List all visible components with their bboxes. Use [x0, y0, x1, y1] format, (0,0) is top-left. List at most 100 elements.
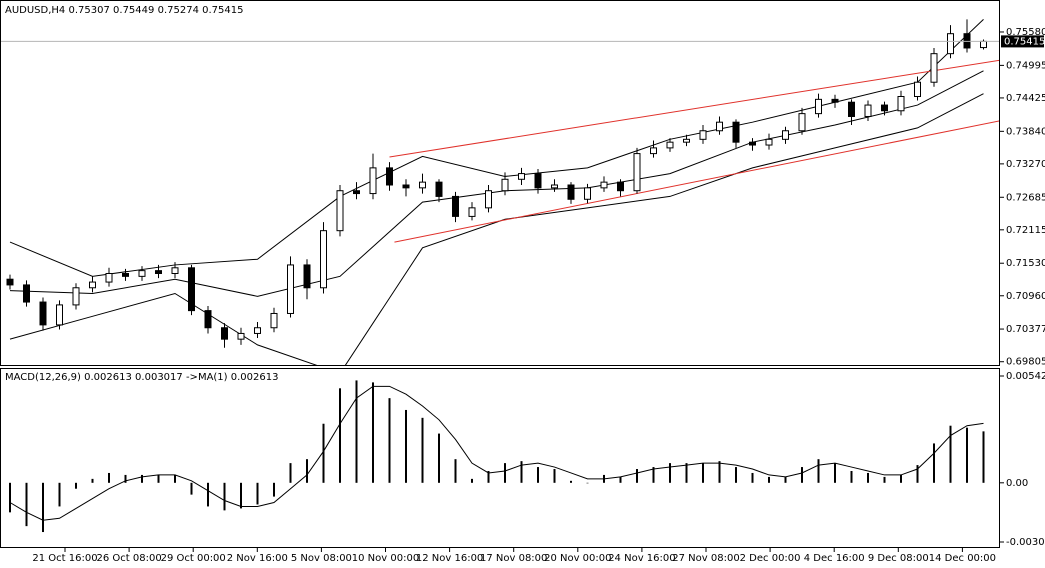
- macd-bar: [504, 463, 506, 483]
- candle-body: [617, 181, 624, 192]
- macd-bar: [537, 467, 539, 483]
- x-tick-label: 2 Dec 00:00: [740, 553, 801, 564]
- candle-body: [980, 40, 987, 49]
- macd-bar: [801, 467, 803, 483]
- y-tick-label: 0.74425: [1006, 93, 1045, 104]
- x-tick-label: 29 Oct 00:00: [161, 553, 226, 564]
- macd-bar: [91, 478, 94, 483]
- macd-bar: [883, 476, 886, 483]
- candle-body: [336, 190, 344, 232]
- candle-body: [353, 190, 360, 195]
- candle-body: [468, 207, 476, 217]
- macd-bar: [652, 467, 655, 483]
- candle-body: [798, 113, 806, 132]
- candle-body: [650, 147, 657, 155]
- macd-bar: [124, 474, 127, 483]
- candle-body: [897, 95, 905, 112]
- macd-bar: [636, 469, 638, 483]
- y-tick-label: 0.005425: [1006, 371, 1045, 382]
- macd-bar: [850, 470, 853, 483]
- macd-bar: [190, 482, 193, 495]
- close: 0.75415: [202, 5, 243, 16]
- y-tick-label: 0.73270: [1006, 159, 1045, 170]
- price-label-box: [1001, 35, 1044, 48]
- price-header: AUDUSD,H4 0.75307 0.75449 0.75274 0.7541…: [5, 5, 243, 16]
- y-tick-label: 0.72115: [1006, 225, 1045, 236]
- macd-bar: [58, 482, 61, 507]
- x-tick-label: 26 Oct 08:00: [96, 553, 161, 564]
- candle-body: [848, 101, 855, 117]
- candle-body: [699, 130, 707, 140]
- x-tick-label: 10 Nov 00:00: [352, 553, 419, 564]
- macd-bar: [702, 463, 704, 483]
- macd-bar: [916, 465, 919, 483]
- candle-body: [39, 301, 47, 326]
- candle-body: [831, 98, 839, 103]
- macd-bar: [438, 433, 440, 483]
- y-tick-label: 0.74995: [1006, 60, 1045, 71]
- candle-body: [237, 332, 245, 340]
- macd-bar: [256, 482, 259, 505]
- x-tick-label: 12 Nov 16:00: [416, 553, 483, 564]
- candle-body: [72, 287, 80, 306]
- high: 0.75449: [113, 5, 154, 16]
- macd-bar: [240, 482, 242, 509]
- candle-body: [155, 270, 162, 275]
- candle-body: [716, 121, 723, 132]
- candle-body: [815, 98, 822, 115]
- signal-line: [9, 385, 984, 521]
- candle-body: [518, 173, 525, 180]
- axes: 0.75580 0.74995 0.74425 0.73840 0.73270 0.726…: [32, 27, 1045, 564]
- candle-body: [584, 187, 591, 200]
- macd-bar: [174, 474, 176, 483]
- candle-body: [6, 278, 14, 286]
- macd-bar: [949, 425, 952, 483]
- macd-bar: [619, 476, 622, 483]
- macd-bar: [867, 472, 869, 483]
- candle-body: [23, 284, 30, 303]
- macd-bar: [718, 461, 721, 483]
- candle-body: [221, 327, 228, 340]
- macd-bar: [834, 463, 836, 483]
- candle-body: [947, 33, 954, 55]
- x-tick-label: 21 Oct 16:00: [32, 553, 97, 564]
- macd-bar: [751, 472, 754, 483]
- y-tick-label: 0.73840: [1006, 126, 1045, 137]
- macd-bar: [223, 482, 226, 511]
- macd-bar: [553, 469, 556, 483]
- candle-body: [666, 141, 674, 149]
- x-tick-label: 14 Dec 00:00: [929, 553, 996, 564]
- macd-bar: [471, 478, 473, 483]
- macd-bar: [933, 443, 935, 483]
- macd-bar: [9, 482, 11, 513]
- macd-bar: [520, 461, 523, 483]
- candle-body: [402, 184, 410, 189]
- macd-bar: [570, 480, 572, 483]
- macd-bar: [207, 482, 209, 507]
- x-tick-label: 5 Nov 08:00: [291, 553, 352, 564]
- bollinger-upper: [9, 19, 984, 277]
- candle-body: [864, 104, 872, 117]
- macd-bar: [339, 388, 341, 483]
- candle-body: [419, 181, 426, 189]
- macd-bar: [669, 463, 671, 483]
- candle-body: [600, 181, 608, 189]
- macd-bar: [289, 463, 292, 483]
- macd-bar: [487, 470, 490, 483]
- macd-bar: [388, 398, 391, 483]
- ma-value: 0.002613: [231, 372, 279, 383]
- candle-body: [188, 267, 195, 312]
- x-tick-label: 17 Nov 08:00: [480, 553, 547, 564]
- macd-bar: [586, 482, 589, 484]
- symbol: AUDUSD,H4: [5, 5, 65, 16]
- y-tick-label: 0.72685: [1006, 192, 1045, 203]
- y-tick-label: 0.69805: [1006, 357, 1045, 368]
- candle-body: [534, 173, 542, 189]
- candle-body: [683, 138, 690, 143]
- macd-bar: [982, 431, 985, 483]
- candle-body: [171, 267, 179, 275]
- candle-body: [204, 310, 212, 329]
- macd-bar: [405, 409, 407, 483]
- macd-bar: [42, 482, 44, 533]
